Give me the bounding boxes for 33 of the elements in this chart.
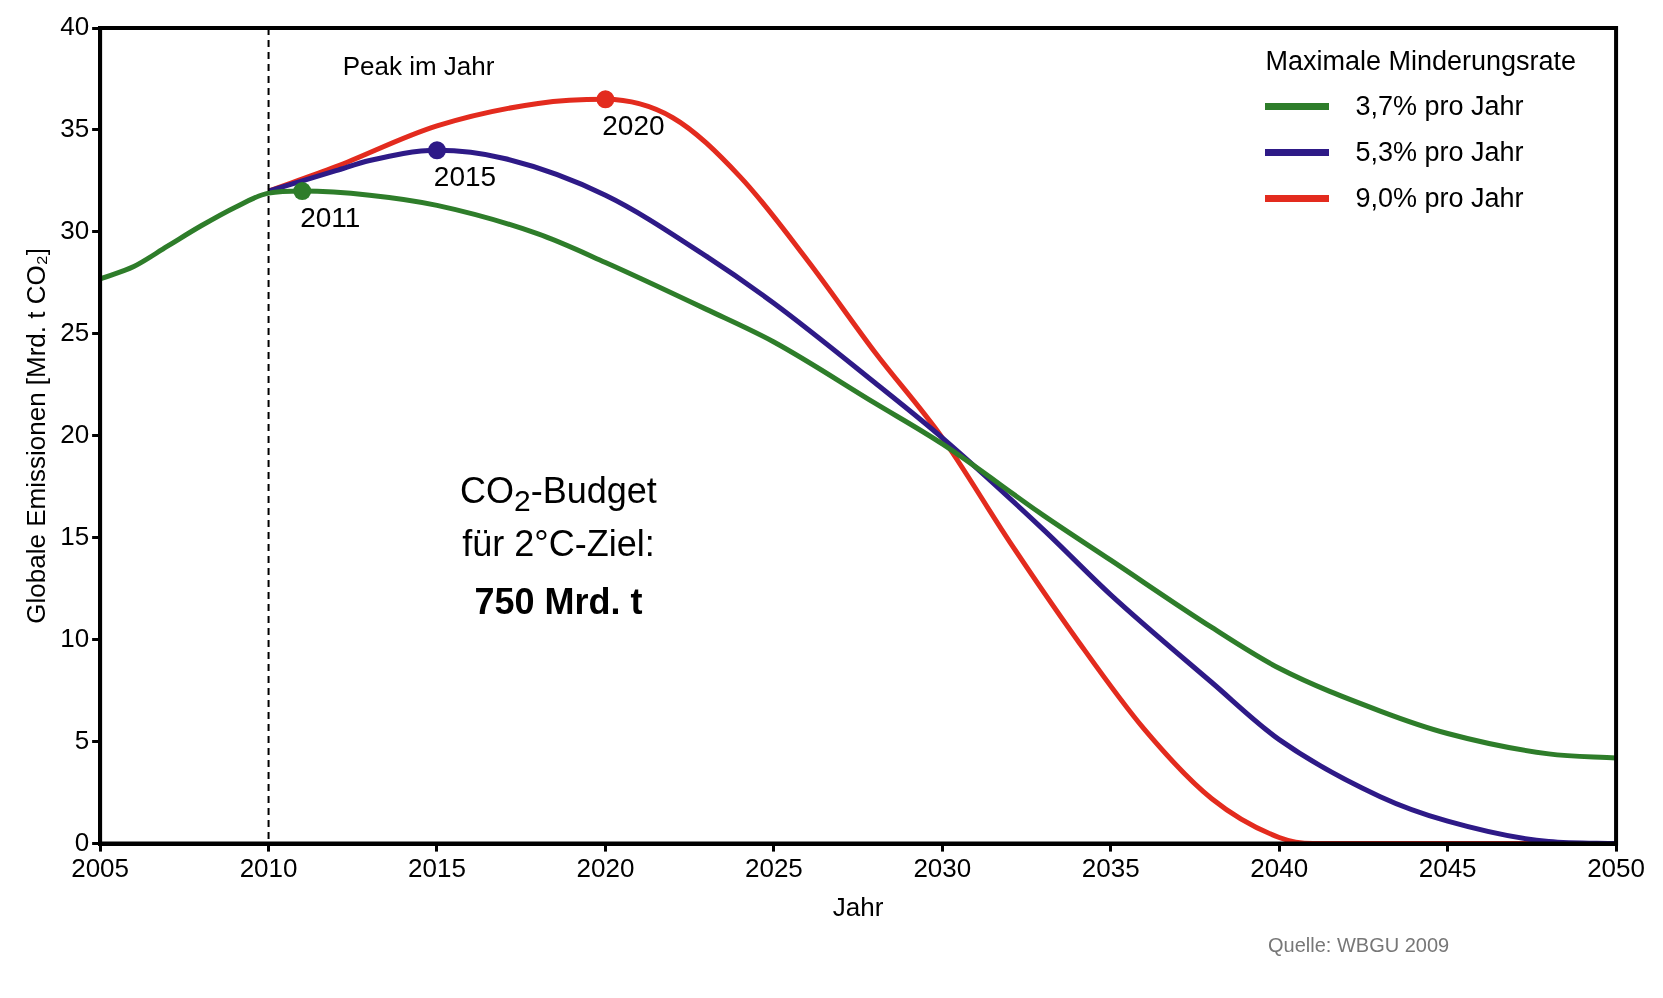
y-tick-label: 5: [74, 724, 90, 755]
annotation: CO$_{2}$-Budget für 2°C-Ziel:: [459, 469, 658, 566]
x-tick-label: 2050: [1587, 853, 1645, 884]
point: [293, 182, 312, 201]
x-tick-label: 2045: [1418, 853, 1477, 884]
y-tick-label: 35: [60, 113, 90, 144]
legend-label: 9,0% pro Jahr: [1355, 182, 1524, 214]
annotation: 2015: [433, 161, 497, 193]
y-tick-label: 25: [60, 317, 90, 348]
point: [428, 141, 446, 160]
point: [596, 90, 615, 109]
y-tick-label: 40: [60, 11, 90, 42]
x-tick-label: 2010: [239, 853, 298, 884]
source-note: Quelle: WBGU 2009: [1268, 933, 1450, 958]
legend-label: 5,3% pro Jahr: [1355, 136, 1524, 168]
y-tick-label: 20: [60, 418, 90, 449]
y-tick-label: 10: [60, 622, 90, 653]
legend-title: Maximale Minderungsrate: [1265, 46, 1577, 77]
x-tick-label: 2040: [1250, 853, 1309, 884]
y-tick-label: 15: [60, 520, 90, 551]
x-tick-label: 2035: [1081, 853, 1140, 884]
x-tick-label: 2025: [744, 853, 803, 884]
x-axis-title: Jahr: [832, 891, 884, 922]
x-tick-label: 2015: [408, 853, 466, 884]
legend-label: 3,7% pro Jahr: [1355, 90, 1524, 122]
x-tick-label: 2020: [576, 853, 635, 884]
x-tick-label: 2030: [913, 853, 972, 884]
annotation: Peak im Jahr: [342, 50, 495, 83]
y-axis-title: Globale Emissionen [Mrd. t CO₂]: [20, 247, 51, 624]
annotation: 750 Mrd. t: [473, 579, 644, 624]
annotation: 2011: [300, 201, 361, 233]
annotation: 2020: [602, 110, 665, 142]
y-tick-label: 30: [60, 215, 90, 246]
